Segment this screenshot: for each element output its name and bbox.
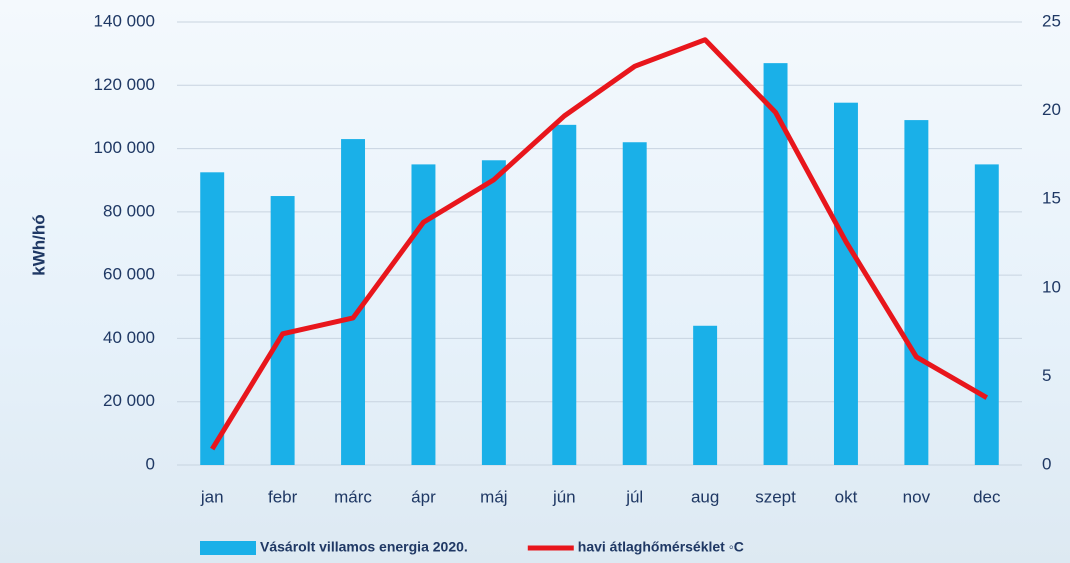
x-tick-label: febr <box>268 487 298 506</box>
y-tick-label: 40 000 <box>103 328 155 347</box>
x-tick-label: dec <box>973 487 1001 506</box>
y2-tick-label: 5 <box>1042 366 1051 385</box>
x-tick-label: ápr <box>411 487 436 506</box>
bar <box>482 160 506 465</box>
bar <box>411 164 435 465</box>
y-tick-label: 80 000 <box>103 201 155 220</box>
bar <box>904 120 928 465</box>
bar <box>623 142 647 465</box>
legend-swatch <box>200 541 256 555</box>
bar <box>200 172 224 465</box>
line <box>212 40 987 449</box>
x-tick-label: okt <box>835 487 858 506</box>
y-tick-label: 140 000 <box>94 11 155 30</box>
y2-tick-label: 20 <box>1042 100 1061 119</box>
bar <box>341 139 365 465</box>
x-tick-label: szept <box>755 487 796 506</box>
y2-tick-label: 0 <box>1042 454 1051 473</box>
y2-tick-label: 25 <box>1042 11 1061 30</box>
y-tick-label: 0 <box>146 454 155 473</box>
bar <box>834 103 858 465</box>
legend-label: Vásárolt villamos energia 2020. <box>260 539 468 555</box>
y-tick-label: 20 000 <box>103 391 155 410</box>
bar <box>975 164 999 465</box>
y2-tick-label: 15 <box>1042 189 1061 208</box>
x-tick-label: jún <box>552 487 576 506</box>
x-tick-label: máj <box>480 487 507 506</box>
y-axis-title: kWh/hó <box>29 214 48 275</box>
y-tick-label: 120 000 <box>94 75 155 94</box>
x-tick-label: márc <box>334 487 372 506</box>
x-tick-label: júl <box>625 487 643 506</box>
x-tick-label: aug <box>691 487 719 506</box>
legend-label: havi átlaghőmérséklet ◦C <box>578 539 744 555</box>
y-tick-label: 60 000 <box>103 265 155 284</box>
x-tick-label: jan <box>200 487 224 506</box>
y-tick-label: 100 000 <box>94 138 155 157</box>
y2-tick-label: 10 <box>1042 277 1061 296</box>
x-tick-label: nov <box>903 487 931 506</box>
chart: kWh/hó 0 20 000 40 000 60 000 80 000 100 000 1… <box>0 0 1070 563</box>
bar <box>552 125 576 465</box>
bar <box>693 326 717 465</box>
